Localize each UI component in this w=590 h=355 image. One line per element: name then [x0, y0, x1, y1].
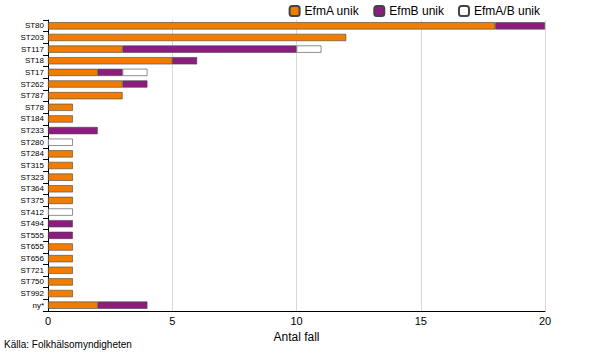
- svg-text:5: 5: [169, 315, 175, 327]
- svg-text:ST78: ST78: [25, 103, 45, 112]
- svg-text:ST262: ST262: [20, 80, 44, 89]
- svg-text:Källa: Folkhälsomyndigheten: Källa: Folkhälsomyndigheten: [4, 339, 132, 350]
- svg-text:ST992: ST992: [20, 289, 44, 298]
- svg-text:ST203: ST203: [20, 33, 44, 42]
- svg-text:EfmA/B unik: EfmA/B unik: [474, 4, 541, 18]
- svg-text:0: 0: [45, 315, 51, 327]
- svg-text:EfmA unik: EfmA unik: [305, 4, 360, 18]
- svg-text:ST323: ST323: [20, 173, 44, 182]
- svg-text:ST364: ST364: [20, 184, 44, 193]
- svg-text:10: 10: [290, 315, 302, 327]
- svg-text:ST80: ST80: [25, 21, 45, 30]
- svg-text:ST750: ST750: [20, 277, 44, 286]
- svg-text:ST375: ST375: [20, 196, 44, 205]
- svg-text:ST656: ST656: [20, 254, 44, 263]
- svg-text:ny*: ny*: [32, 301, 44, 310]
- svg-text:ST233: ST233: [20, 126, 44, 135]
- svg-text:ST787: ST787: [20, 91, 44, 100]
- svg-text:20: 20: [539, 315, 551, 327]
- svg-text:ST284: ST284: [20, 149, 44, 158]
- svg-text:ST184: ST184: [20, 114, 44, 123]
- svg-text:EfmB unik: EfmB unik: [389, 4, 445, 18]
- svg-text:ST555: ST555: [20, 231, 44, 240]
- svg-text:ST280: ST280: [20, 138, 44, 147]
- svg-text:ST721: ST721: [20, 266, 44, 275]
- svg-text:ST494: ST494: [20, 219, 44, 228]
- svg-text:ST655: ST655: [20, 242, 44, 251]
- svg-text:ST315: ST315: [20, 161, 44, 170]
- svg-text:15: 15: [415, 315, 427, 327]
- svg-text:ST17: ST17: [25, 68, 45, 77]
- svg-text:ST412: ST412: [20, 208, 44, 217]
- svg-text:ST117: ST117: [21, 45, 45, 54]
- svg-text:ST18: ST18: [25, 56, 45, 65]
- svg-text:Antal fall: Antal fall: [273, 330, 319, 344]
